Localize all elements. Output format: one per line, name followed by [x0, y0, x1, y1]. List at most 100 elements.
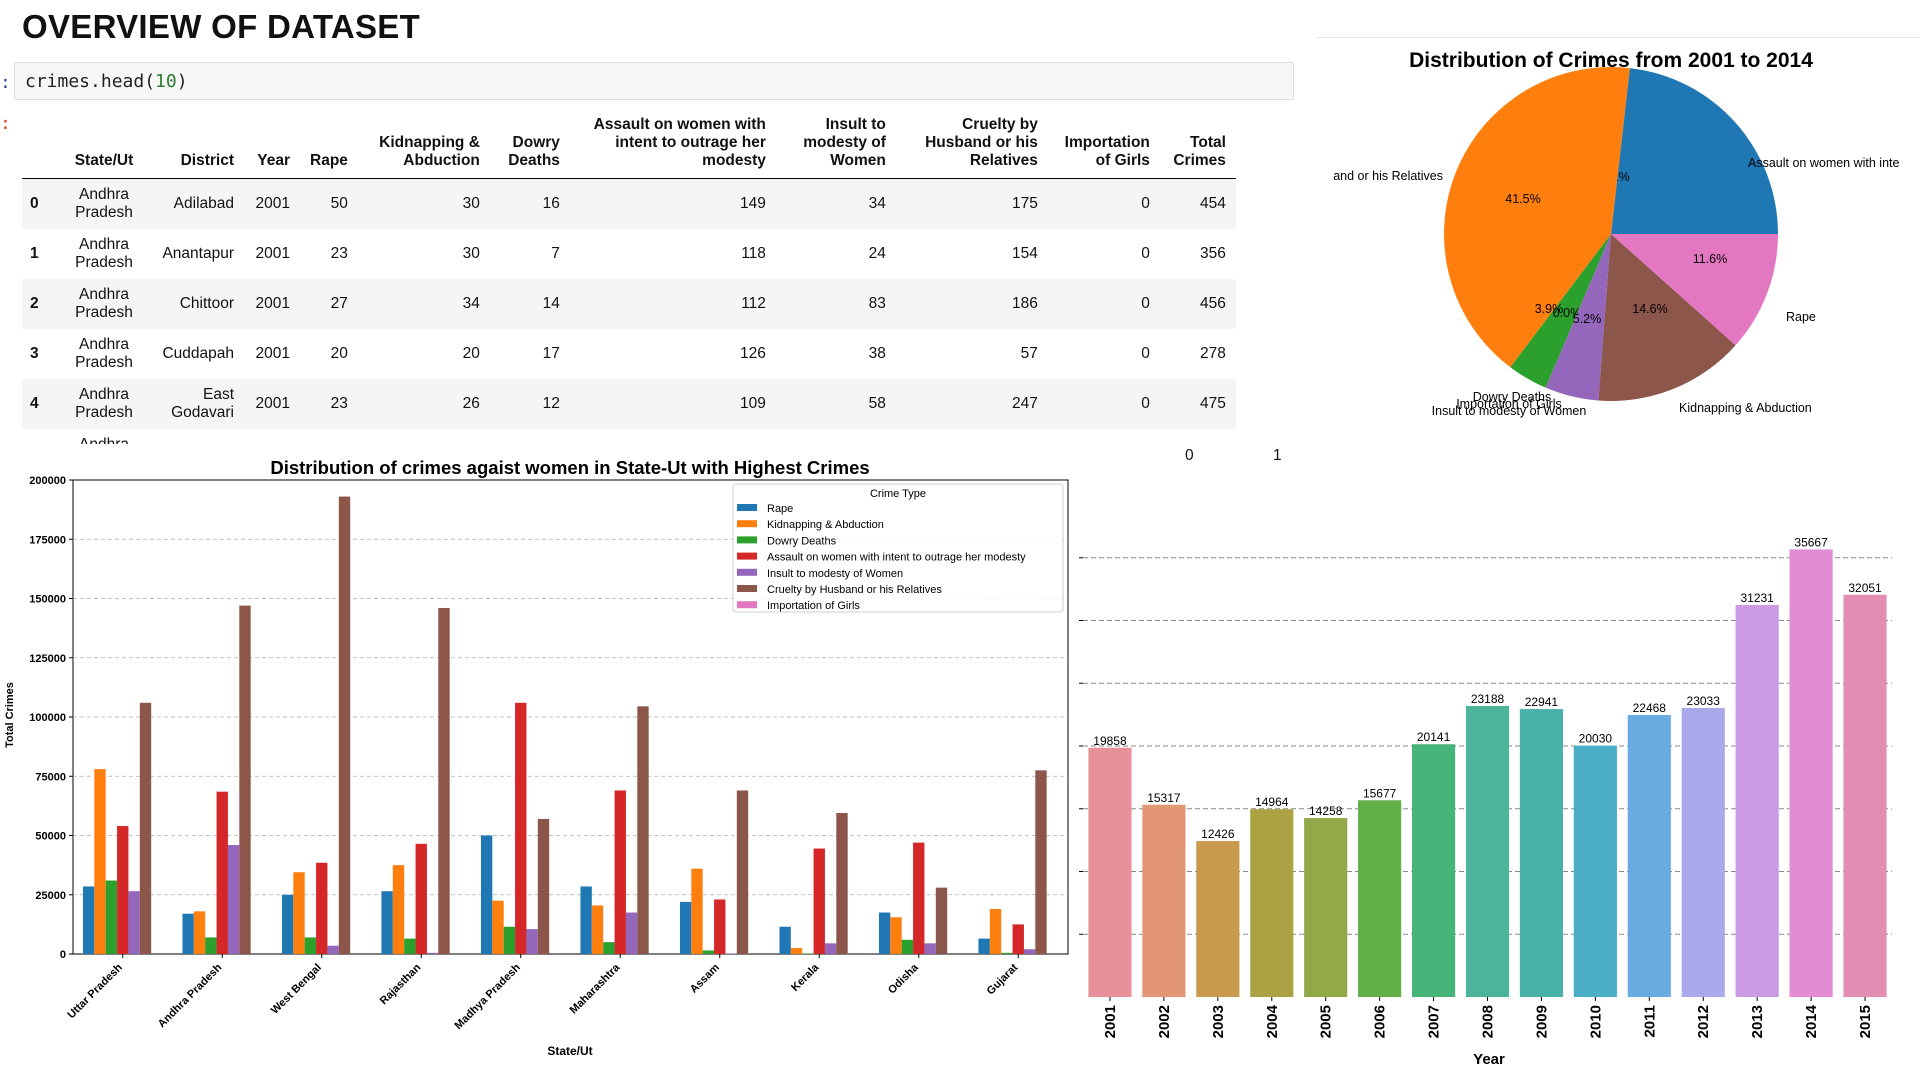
pie-chart: Distribution of Crimes from 2001 to 2014…	[1317, 37, 1920, 497]
bar	[791, 948, 802, 954]
table-cell: 0	[1048, 329, 1160, 379]
x-tick-label: Odisha	[886, 961, 921, 996]
x-tick-label: 2011	[1641, 1005, 1658, 1038]
bar	[438, 608, 449, 954]
legend-item: Rape	[767, 503, 793, 515]
bar	[1843, 595, 1886, 997]
code-cell[interactable]: crimes.head(10)	[14, 62, 1294, 100]
bar	[1358, 800, 1401, 997]
code-text[interactable]: crimes.head(10)	[25, 71, 188, 92]
legend-item: Insult to modesty of Women	[767, 568, 903, 580]
pie-slice-label: and or his Relatives	[1333, 169, 1443, 183]
bar	[1520, 709, 1563, 997]
legend-swatch	[737, 601, 757, 608]
state-crime-bar-chart: Distribution of crimes agaist women in S…	[0, 455, 1075, 1080]
bar	[1088, 748, 1131, 997]
table-cell: 2001	[244, 179, 300, 230]
pie-chart-svg: Distribution of Crimes from 2001 to 2014…	[1317, 37, 1920, 497]
bar	[106, 881, 117, 954]
bar	[1628, 715, 1671, 997]
table-cell: 149	[570, 179, 776, 230]
y-tick-label: 125000	[29, 653, 66, 665]
x-tick-label: 2014	[1803, 1004, 1820, 1038]
bar	[691, 869, 702, 954]
x-tick-label: Gujarat	[985, 961, 1021, 997]
x-tick-label: 2006	[1372, 1005, 1389, 1038]
table-cell: 456	[1160, 279, 1236, 329]
bar	[205, 937, 216, 954]
bar	[1196, 841, 1239, 997]
bar	[228, 845, 239, 954]
yearly-crime-bar-chart-svg: Year 19858200115317200212426200314964200…	[1075, 495, 1920, 1080]
bar	[327, 946, 338, 954]
bar-value-label: 20141	[1417, 730, 1451, 744]
table-cell	[896, 429, 1048, 444]
year-x-axis-label: Year	[1473, 1051, 1505, 1068]
legend-item: Importation of Girls	[767, 600, 860, 612]
bar	[117, 826, 128, 954]
bar	[128, 891, 139, 954]
bar	[814, 849, 825, 954]
legend-item: Kidnapping & Abduction	[767, 519, 884, 531]
table-cell: 454	[1160, 179, 1236, 230]
bar-value-label: 12426	[1201, 827, 1235, 841]
pie-pct-label: 5.2%	[1573, 312, 1602, 326]
bar	[924, 943, 935, 954]
table-cell: 247	[896, 379, 1048, 429]
table-cell: 0	[1048, 229, 1160, 279]
column-header: Dowry Deaths	[490, 112, 570, 179]
table-cell: 14	[490, 279, 570, 329]
bar-value-label: 20030	[1579, 732, 1613, 746]
y-axis-label: Total Crimes	[4, 682, 16, 748]
table-cell: 26	[358, 379, 490, 429]
table-cell: Andhra Pradesh	[56, 229, 152, 279]
x-tick-label: 2010	[1587, 1005, 1604, 1038]
x-tick-label: 2003	[1210, 1005, 1227, 1038]
table-cell: 20	[358, 329, 490, 379]
x-tick-label: 2007	[1426, 1005, 1443, 1038]
column-header: State/Ut	[56, 112, 152, 179]
table-cell: 278	[1160, 329, 1236, 379]
table-cell: 24	[776, 229, 896, 279]
x-tick-label: 2002	[1156, 1005, 1173, 1038]
x-tick-label: 2015	[1857, 1005, 1874, 1038]
code-call: crimes.head(	[25, 71, 155, 92]
y-tick-label: 100000	[29, 712, 66, 724]
bar	[615, 790, 626, 954]
column-header: District	[152, 112, 244, 179]
bar	[714, 899, 725, 954]
column-header: Rape	[300, 112, 358, 179]
legend-title: Crime Type	[870, 488, 926, 500]
table-cell: 175	[896, 179, 1048, 230]
code-argument: 10	[155, 71, 177, 92]
table-cell: 17	[490, 329, 570, 379]
page-title: OVERVIEW OF DATASET	[22, 8, 420, 46]
bar	[404, 939, 415, 954]
table-cell: 34	[358, 279, 490, 329]
table-cell: 154	[896, 229, 1048, 279]
table-row: 5Andhra PradeshGuntakal	[22, 429, 1236, 444]
table-cell	[244, 429, 300, 444]
table-cell: Adilabad	[152, 179, 244, 230]
table-cell: 0	[1048, 279, 1160, 329]
bar-value-label: 15317	[1147, 791, 1181, 805]
row-index: 4	[22, 379, 56, 429]
table-cell: 2001	[244, 279, 300, 329]
x-tick-label: Kerala	[789, 961, 822, 994]
table-cell: 23	[300, 229, 358, 279]
table-cell: Andhra Pradesh	[56, 329, 152, 379]
pie-slice-label: Insult to modesty of Women	[1432, 404, 1587, 418]
bar	[902, 940, 913, 954]
x-tick-label: 2009	[1533, 1005, 1550, 1038]
bar	[592, 905, 603, 954]
table-cell: 57	[896, 329, 1048, 379]
table-cell: 50	[300, 179, 358, 230]
pie-slice-label: Kidnapping & Abduction	[1679, 401, 1812, 415]
table-cell: 109	[570, 379, 776, 429]
bar-value-label: 35667	[1794, 535, 1828, 549]
x-tick-label: 2005	[1318, 1005, 1335, 1038]
bar	[580, 886, 591, 954]
bar	[282, 895, 293, 954]
bar-value-label: 23033	[1687, 694, 1721, 708]
table-cell: 23	[300, 379, 358, 429]
